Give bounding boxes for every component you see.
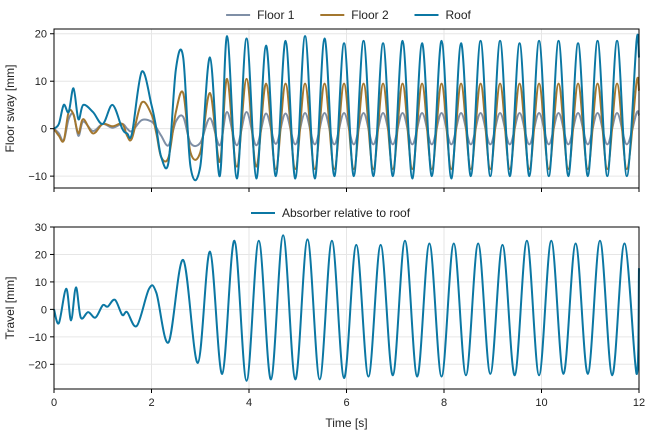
y-tick-label: −20 [28,359,47,371]
y-tick-label: −10 [28,171,47,183]
y-tick-label: 10 [35,76,47,88]
y-axis-label: Floor sway [mm] [3,64,17,152]
x-tick-label: 12 [633,397,645,409]
y-tick-label: 0 [41,304,47,316]
legend-label-floor-2: Floor 2 [351,8,389,22]
series-line-absorber-relative-to-roof [53,234,640,382]
legend-label-absorber-relative-to-roof: Absorber relative to roof [282,206,411,220]
y-tick-label: 10 [35,277,47,289]
floor-sway-panel: −10 0 10 20 Floor sway [mm] Floor 1 Floor 2 Roo… [3,8,640,192]
y-tick-label: −10 [28,332,47,344]
absorber-travel-panel: 0 2 4 6 8 10 12 −20 −10 0 10 20 30 Travel [mm] Time [s… [3,206,645,430]
x-tick-label: 0 [51,397,57,409]
x-tick-label: 2 [148,397,154,409]
x-tick-label: 6 [343,397,349,409]
legend-label-roof: Roof [446,8,472,22]
y-tick-label: 30 [35,222,47,234]
y-tick-label: 20 [35,249,47,261]
x-tick-label: 8 [441,397,447,409]
y-tick-label: 0 [41,124,47,136]
series-line-roof [53,33,640,182]
x-tick-label: 4 [246,397,252,409]
x-axis-label: Time [s] [325,416,367,430]
y-tick-label: 20 [35,29,47,41]
legend-label-floor-1: Floor 1 [257,8,295,22]
x-tick-label: 10 [535,397,547,409]
y-axis-label: Travel [mm] [3,277,17,340]
